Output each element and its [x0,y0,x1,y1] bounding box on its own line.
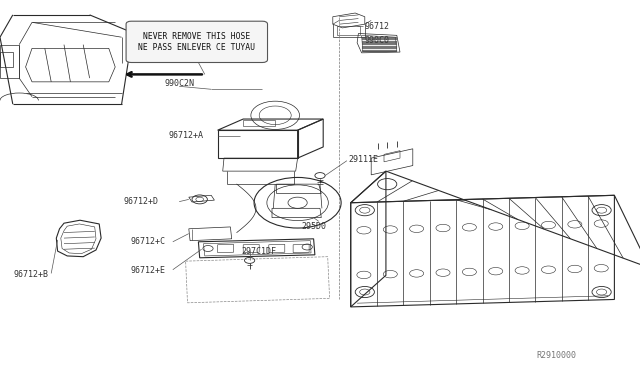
Text: 96712+A: 96712+A [168,131,204,140]
Text: NEVER REMOVE THIS HOSE
NE PASS ENLEVER CE TUYAU: NEVER REMOVE THIS HOSE NE PASS ENLEVER C… [138,32,255,52]
Text: 990C0: 990C0 [365,36,390,45]
Text: 96712+D: 96712+D [124,197,159,206]
Text: 297C1DF: 297C1DF [242,247,277,256]
Text: 29111E: 29111E [349,155,379,164]
Text: 990C2N: 990C2N [164,79,194,88]
Text: R2910000: R2910000 [537,351,577,360]
Text: 96712+E: 96712+E [130,266,165,275]
FancyBboxPatch shape [126,21,268,62]
Text: 96712: 96712 [365,22,390,31]
Text: 295D0: 295D0 [301,222,326,231]
Text: 96712+C: 96712+C [130,237,165,246]
Text: 96712+B: 96712+B [13,270,48,279]
